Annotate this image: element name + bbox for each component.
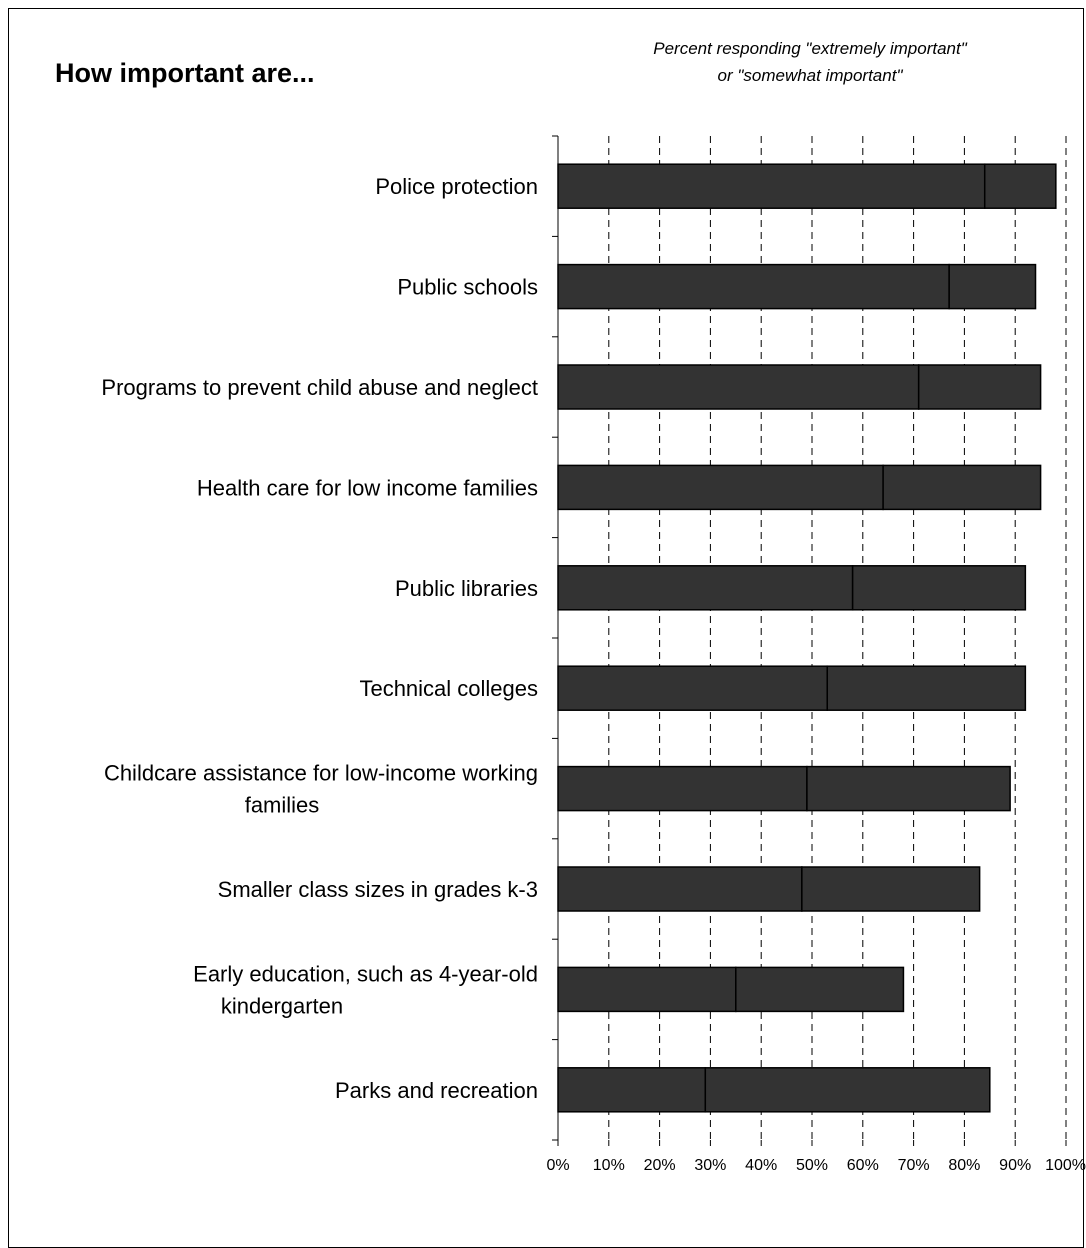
bar-6-series-0 [557, 765, 808, 812]
chart-subtitle: Percent responding "extremely important"… [570, 35, 1050, 89]
bar-0-series-0 [557, 163, 986, 209]
bar-4-series-0 [557, 565, 854, 611]
category-label-4: Public libraries [395, 576, 538, 601]
chart-subtitle-line-2: or "somewhat important" [717, 66, 903, 85]
bar-7-series-0 [557, 866, 803, 912]
x-tick-label-8: 80% [948, 1157, 980, 1174]
bar-3-series-0 [557, 464, 884, 511]
x-tick-label-1: 10% [593, 1157, 625, 1174]
x-tick-label-5: 50% [796, 1157, 828, 1174]
x-tick-label-9: 90% [999, 1157, 1031, 1174]
category-label-7: Smaller class sizes in grades k-3 [218, 877, 538, 902]
bar-1-series-0 [557, 263, 950, 310]
chart-frame [8, 8, 1084, 1248]
category-label-1: Public schools [397, 275, 538, 300]
category-label-8-line-1: kindergarten [221, 993, 343, 1018]
bar-2-series-1 [917, 364, 1042, 410]
category-label-3: Health care for low income families [197, 475, 538, 500]
category-label-6-line-0: Childcare assistance for low-income work… [104, 761, 538, 786]
chart-title: How important are... [55, 58, 315, 88]
bar-1-series-1 [948, 263, 1037, 310]
x-tick-label-2: 20% [644, 1157, 676, 1174]
bar-8-series-0 [557, 966, 737, 1013]
category-label-6-line-1: families [245, 793, 320, 818]
bar-7-series-1 [801, 866, 981, 912]
bar-9-series-1 [704, 1067, 991, 1113]
bar-6-series-1 [806, 765, 1011, 812]
category-label-8-line-0: Early education, such as 4-year-old [193, 961, 538, 986]
x-tick-label-7: 70% [898, 1157, 930, 1174]
category-label-0: Police protection [375, 174, 538, 199]
x-tick-label-0: 0% [546, 1157, 569, 1174]
bar-3-series-1 [882, 464, 1042, 511]
category-label-5: Technical colleges [359, 676, 538, 701]
bar-4-series-1 [851, 565, 1027, 611]
bar-5-series-0 [557, 665, 828, 711]
x-tick-label-4: 40% [745, 1157, 777, 1174]
bar-9-series-0 [557, 1067, 707, 1113]
category-label-9: Parks and recreation [335, 1078, 538, 1103]
chart-subtitle-line-1: Percent responding "extremely important" [653, 39, 967, 58]
category-label-2: Programs to prevent child abuse and negl… [101, 375, 538, 400]
x-tick-label-3: 30% [694, 1157, 726, 1174]
bar-8-series-1 [735, 966, 905, 1013]
bar-2-series-0 [557, 364, 920, 410]
x-tick-label-6: 60% [847, 1157, 879, 1174]
bar-5-series-1 [826, 665, 1027, 711]
x-tick-label-10: 100% [1045, 1157, 1086, 1174]
bar-0-series-1 [983, 163, 1057, 209]
